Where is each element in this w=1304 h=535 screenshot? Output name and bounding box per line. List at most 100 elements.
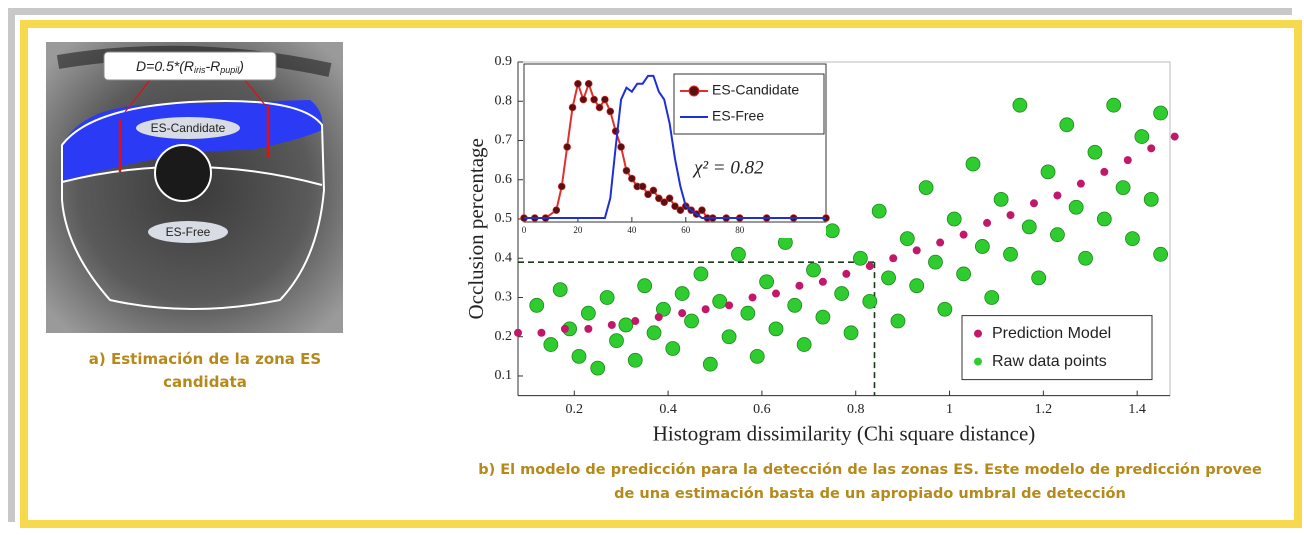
data-point: [557, 182, 566, 191]
y-tick-label: 0.7: [495, 133, 513, 148]
data-point: [1134, 129, 1150, 144]
data-point: [649, 186, 658, 195]
legend-label: ES-Candidate: [712, 82, 799, 98]
y-tick-label: 0.5: [495, 211, 513, 226]
data-point: [787, 297, 803, 313]
data-point: [871, 203, 887, 219]
data-point: [937, 301, 953, 317]
x-tick-label: 1: [946, 402, 953, 417]
data-point: [1050, 227, 1065, 243]
data-point: [1006, 211, 1015, 220]
data-point: [568, 103, 577, 112]
data-point: [665, 194, 674, 203]
data-point: [1076, 179, 1085, 188]
data-point: [606, 107, 615, 116]
data-point: [918, 180, 934, 195]
data-point: [590, 360, 606, 376]
data-point: [552, 282, 568, 298]
data-point: [574, 79, 582, 88]
data-point: [862, 294, 878, 309]
data-point: [607, 320, 616, 329]
data-point: [909, 278, 925, 294]
data-point: [599, 290, 615, 305]
x-tick-label: 1.2: [1035, 402, 1053, 417]
data-point: [815, 309, 831, 325]
data-point: [676, 206, 685, 214]
legend-swatch: [688, 85, 700, 97]
data-point: [1096, 211, 1112, 227]
data-point: [843, 325, 859, 341]
charts: 0.2 0.4 0.6 0.8 1 1.2 1.4 0.1 0.2 0.3 0.4 0.5 0.6 0.7…: [464, 54, 1179, 445]
data-point: [759, 274, 775, 290]
es-candidate-region: [62, 100, 323, 182]
data-point: [622, 166, 631, 175]
legend: [961, 315, 1153, 381]
data-point: [936, 238, 945, 247]
data-point: [712, 294, 728, 309]
legend-swatch: [974, 329, 982, 338]
formula-part: pupil: [219, 65, 240, 75]
y-axis-label: Occlusion percentage: [464, 138, 488, 319]
label-bubble: [136, 117, 240, 139]
data-point: [584, 324, 593, 333]
formula-part: -R: [206, 58, 221, 74]
data-point: [768, 321, 784, 337]
data-point: [865, 262, 874, 271]
data-point: [1153, 105, 1169, 121]
caption: b) El modelo de predicción para la detec…: [478, 462, 1262, 502]
data-point: [654, 313, 663, 322]
data-point: [655, 194, 663, 203]
pointer: [124, 79, 151, 113]
y-tick-label: 0.6: [495, 172, 513, 187]
label-bubble: [148, 221, 228, 243]
data-point: [684, 313, 699, 329]
data-point: [584, 79, 593, 88]
data-point: [890, 313, 906, 329]
legend-swatch: [974, 357, 982, 366]
data-point: [637, 278, 653, 294]
data-point: [638, 182, 647, 191]
x-tick-label: 20: [573, 225, 583, 235]
y-tick-label: 0.2: [495, 329, 513, 344]
pointer: [244, 79, 266, 106]
data-point: [1078, 250, 1093, 266]
data-point: [984, 290, 1000, 305]
formula-part: iris: [194, 65, 206, 75]
data-point: [899, 231, 915, 247]
data-point: [693, 266, 709, 282]
data-point: [571, 348, 587, 364]
x-tick-label: 1.4: [1128, 402, 1146, 417]
x-tick-label: 80: [735, 225, 745, 235]
data-point: [537, 328, 546, 337]
legend-label: ES-Free: [712, 108, 764, 124]
data-point: [678, 309, 687, 318]
data-point: [601, 95, 609, 104]
data-point: [928, 254, 943, 270]
data-point: [563, 143, 571, 151]
data-point: [646, 325, 662, 341]
y-tick-label: 0.3: [495, 290, 513, 305]
data-point: [842, 269, 851, 278]
data-point: [1031, 270, 1047, 286]
data-point: [946, 211, 962, 227]
data-point: [1003, 246, 1018, 262]
data-point: [834, 286, 850, 301]
data-point: [631, 317, 640, 326]
data-point: [609, 333, 624, 349]
data-point: [731, 246, 746, 262]
data-point: [748, 293, 757, 302]
eye-outline: [61, 99, 326, 310]
formula-box: [103, 51, 277, 81]
data-point: [552, 206, 561, 214]
legend: [673, 73, 825, 135]
series-line: [524, 74, 826, 220]
data-point: [956, 266, 972, 282]
data-point: [1123, 156, 1132, 165]
data-point: [560, 324, 569, 333]
data-point: [881, 270, 896, 286]
frame-shadow: [8, 8, 15, 522]
data-point: [543, 337, 559, 352]
data-point: [1153, 246, 1169, 262]
region-label: ES-Free: [166, 225, 211, 239]
data-point: [1087, 144, 1103, 160]
